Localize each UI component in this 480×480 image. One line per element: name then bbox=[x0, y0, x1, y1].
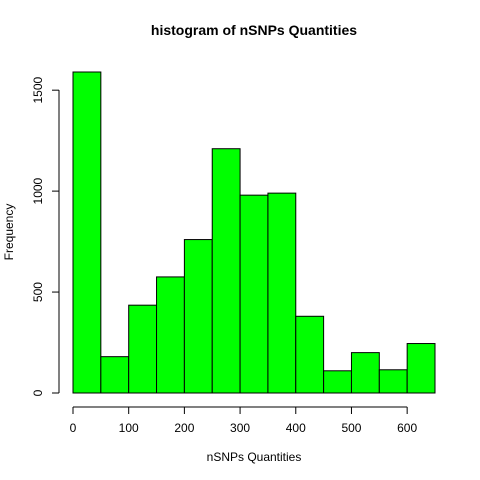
y-tick-label: 500 bbox=[31, 282, 45, 302]
y-tick-label: 1500 bbox=[31, 76, 45, 103]
histogram-bar bbox=[267, 192, 297, 394]
x-axis: 0 100 200 300 400 500 600 bbox=[70, 406, 417, 435]
histogram-bar bbox=[100, 356, 130, 394]
x-tick-label: 400 bbox=[286, 421, 306, 435]
histogram-bar bbox=[323, 370, 352, 394]
histogram-bar bbox=[72, 71, 102, 394]
histogram-bar bbox=[406, 343, 436, 394]
histogram-bar bbox=[295, 315, 325, 394]
x-tick-label: 300 bbox=[230, 421, 250, 435]
chart-title: histogram of nSNPs Quantities bbox=[151, 22, 357, 38]
x-tick-label: 200 bbox=[174, 421, 194, 435]
histogram-bar bbox=[156, 276, 185, 394]
x-tick-label: 600 bbox=[397, 421, 417, 435]
histogram-bar bbox=[350, 352, 380, 394]
y-axis: 0 500 1000 1500 bbox=[31, 76, 60, 396]
histogram-bar bbox=[239, 194, 269, 394]
x-axis-label: nSNPs Quantities bbox=[207, 450, 302, 464]
y-tick-label: 0 bbox=[31, 389, 45, 396]
x-tick-label: 100 bbox=[119, 421, 139, 435]
histogram-bar bbox=[183, 239, 213, 394]
histogram-bar bbox=[128, 304, 158, 394]
x-tick-label: 500 bbox=[341, 421, 361, 435]
histogram-bar bbox=[211, 148, 241, 394]
x-tick-label: 0 bbox=[70, 421, 77, 435]
histogram-bar bbox=[378, 369, 408, 394]
bars-group bbox=[72, 71, 436, 394]
y-tick-label: 1000 bbox=[31, 177, 45, 204]
y-axis-label: Frequency bbox=[2, 204, 16, 261]
